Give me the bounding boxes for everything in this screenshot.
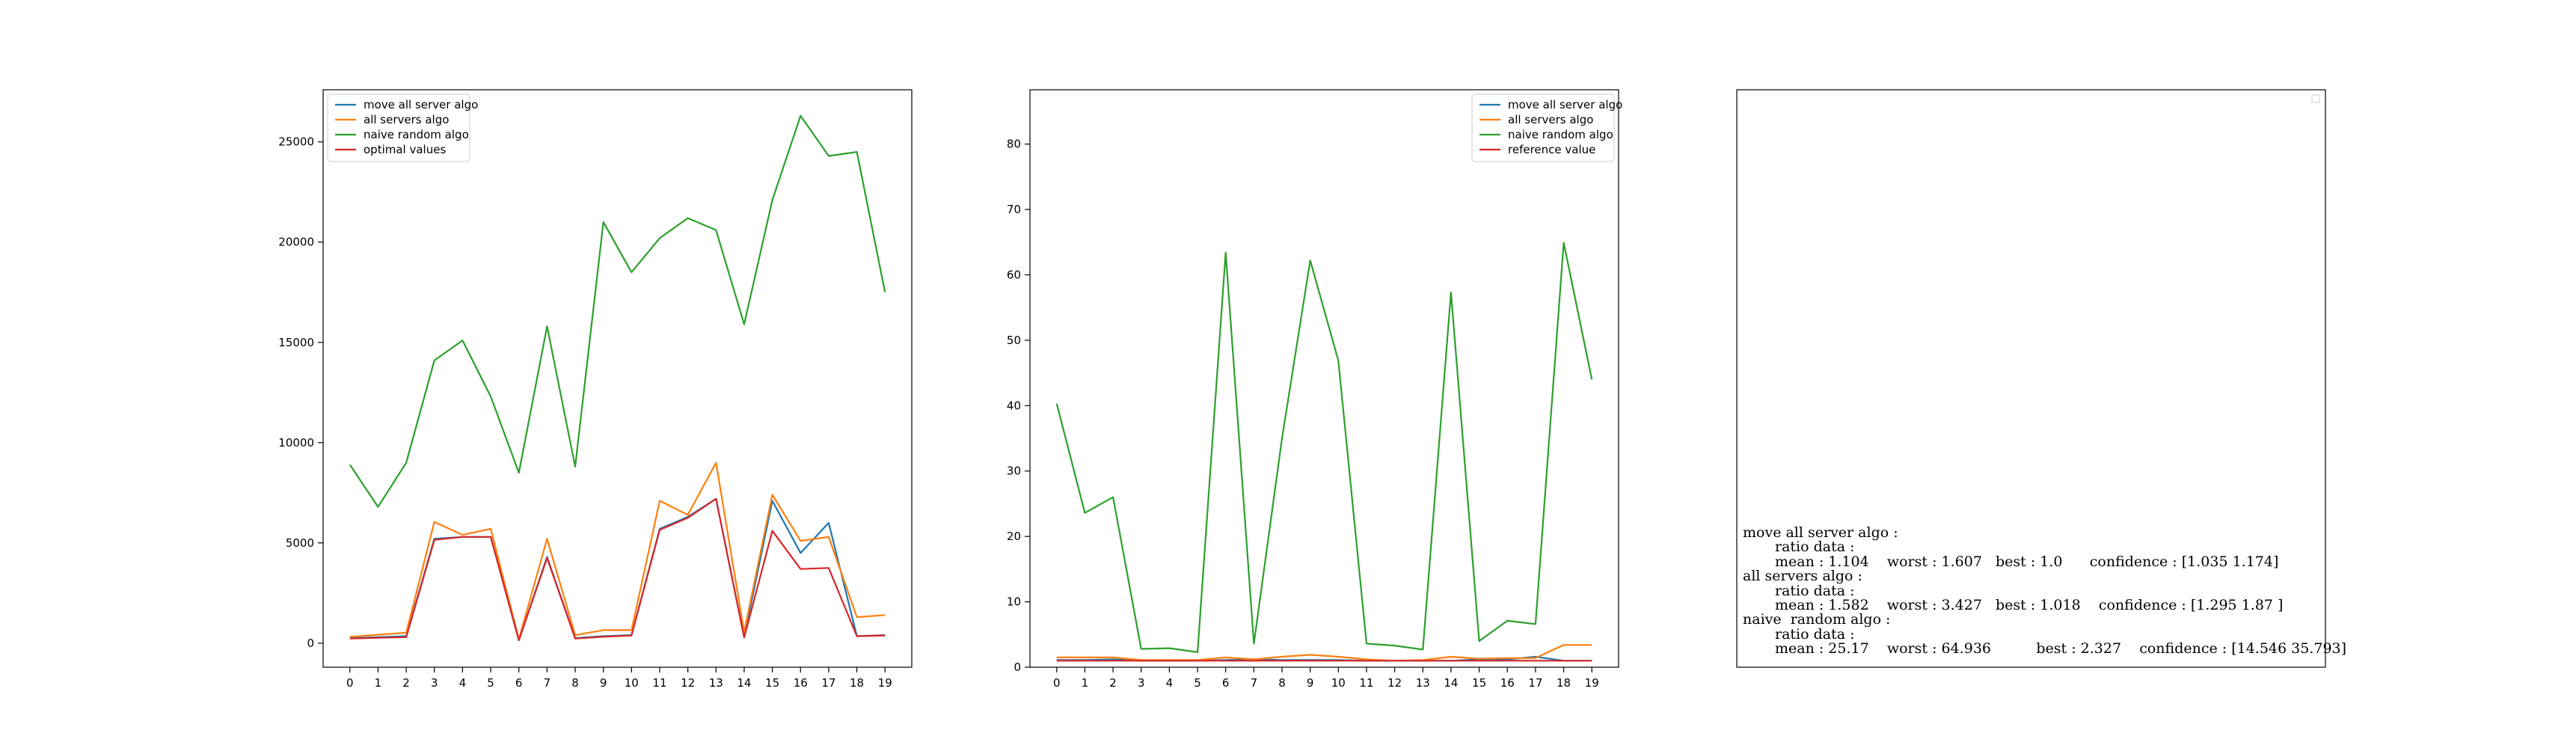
x-tick-label: 14 (1444, 676, 1458, 690)
x-tick-label: 8 (571, 676, 579, 690)
x-tick-label: 4 (459, 676, 467, 690)
stats-line-7: ratio data : (1775, 626, 1855, 643)
y-tick-label: 10000 (278, 436, 314, 450)
y-tick-label: 5000 (286, 536, 314, 550)
series-line-4 (349, 497, 886, 642)
y-tick-label: 10 (1007, 595, 1021, 609)
y-tick-label: 60 (1007, 268, 1021, 281)
y-tick-label: 50 (1007, 334, 1021, 347)
chart-2: 0 1 2 3 4 5 6 7 8 9 10 11 12 13 14 15 16 17 18 190102030405… (1007, 89, 1622, 690)
x-tick-label: 11 (1359, 676, 1373, 690)
x-tick-label: 5 (1194, 676, 1201, 690)
y-tick-label: 0 (307, 637, 314, 650)
legend-entry: reference value (1508, 143, 1595, 156)
y-tick-label: 20000 (278, 236, 314, 249)
chart-1-legend: move all server algo all servers algo naiv… (327, 94, 478, 162)
chart-2-legend: move all server algo all servers algo naiv… (1471, 94, 1622, 162)
series-line-2 (1056, 644, 1592, 662)
x-tick-label: 3 (431, 676, 438, 690)
series-line-3 (349, 114, 886, 508)
y-tick-label: 20 (1007, 530, 1021, 543)
series-line-2 (349, 462, 886, 640)
x-tick-label: 5 (487, 676, 494, 690)
x-tick-label: 0 (1053, 676, 1061, 690)
x-tick-label: 4 (1166, 676, 1174, 690)
stats-panel-frame (1736, 89, 2326, 668)
series-line-3 (1055, 242, 1593, 654)
x-tick-label: 18 (1557, 676, 1571, 690)
x-tick-label: 3 (1138, 676, 1145, 690)
x-tick-label: 8 (1278, 676, 1286, 690)
legend-entry: all servers algo (1508, 113, 1593, 126)
x-tick-label: 19 (878, 676, 892, 690)
legend-entry: optimal values (364, 143, 446, 156)
legend-entry: naive random algo (1508, 128, 1613, 141)
x-tick-label: 2 (402, 676, 410, 690)
legend-entry: move all server algo (1508, 98, 1622, 111)
stats-line-5: mean : 1.582 worst : 3.427 best : 1.018 … (1775, 597, 2283, 613)
legend-entry: move all server algo (364, 98, 478, 111)
legend-entry: naive random algo (364, 128, 469, 141)
x-tick-label: 14 (737, 676, 751, 690)
x-tick-label: 0 (346, 676, 354, 690)
x-tick-label: 9 (600, 676, 607, 690)
stats-line-3: all servers algo : (1743, 568, 1862, 584)
y-tick-label: 70 (1007, 203, 1021, 216)
x-tick-label: 2 (1109, 676, 1117, 690)
stats-line-4: ratio data : (1775, 583, 1855, 599)
x-tick-label: 17 (1528, 676, 1542, 690)
y-tick-label: 80 (1007, 138, 1021, 151)
stats-line-1: ratio data : (1775, 539, 1855, 555)
stats-line-2: mean : 1.104 worst : 1.607 best : 1.0 co… (1775, 554, 2278, 570)
x-tick-label: 16 (1500, 676, 1515, 690)
y-tick-label: 0 (1013, 660, 1021, 674)
legend-box (1471, 94, 1615, 162)
legend-box (327, 94, 470, 162)
x-tick-label: 1 (375, 676, 382, 690)
x-tick-label: 10 (1331, 676, 1346, 690)
x-tick-label: 15 (765, 676, 779, 690)
y-tick-label: 25000 (278, 135, 314, 149)
x-tick-label: 10 (625, 676, 639, 690)
x-tick-label: 11 (652, 676, 666, 690)
x-tick-label: 6 (515, 676, 523, 690)
x-tick-label: 16 (794, 676, 808, 690)
x-tick-label: 7 (544, 676, 551, 690)
x-tick-label: 9 (1307, 676, 1314, 690)
x-tick-label: 6 (1222, 676, 1230, 690)
x-tick-label: 1 (1082, 676, 1089, 690)
x-tick-label: 12 (1387, 676, 1402, 690)
stats-line-0: move all server algo : (1743, 524, 1898, 541)
y-tick-label: 30 (1007, 465, 1021, 478)
chart-1: 0 1 2 3 4 5 6 7 8 9 10 11 12 13 14 15 16 17 18 190500010000… (278, 89, 913, 690)
stats-panel: move all server algo : ratio data : mean… (1736, 89, 2346, 668)
x-tick-label: 7 (1251, 676, 1258, 690)
x-tick-label: 17 (821, 676, 835, 690)
x-tick-label: 12 (681, 676, 695, 690)
y-tick-label: 40 (1007, 399, 1021, 412)
stats-line-8: mean : 25.17 worst : 64.936 best : 2.327… (1775, 640, 2346, 657)
chart-2-frame (1029, 89, 1619, 668)
empty-legend-box (2311, 94, 2320, 103)
y-tick-label: 15000 (278, 336, 314, 349)
x-tick-label: 15 (1472, 676, 1486, 690)
chart-1-frame (322, 89, 913, 668)
x-tick-label: 18 (850, 676, 864, 690)
stats-line-6: naive random algo : (1743, 611, 1890, 628)
x-tick-label: 13 (709, 676, 723, 690)
x-tick-label: 19 (1585, 676, 1599, 690)
x-tick-label: 13 (1416, 676, 1430, 690)
legend-entry: all servers algo (364, 113, 449, 126)
